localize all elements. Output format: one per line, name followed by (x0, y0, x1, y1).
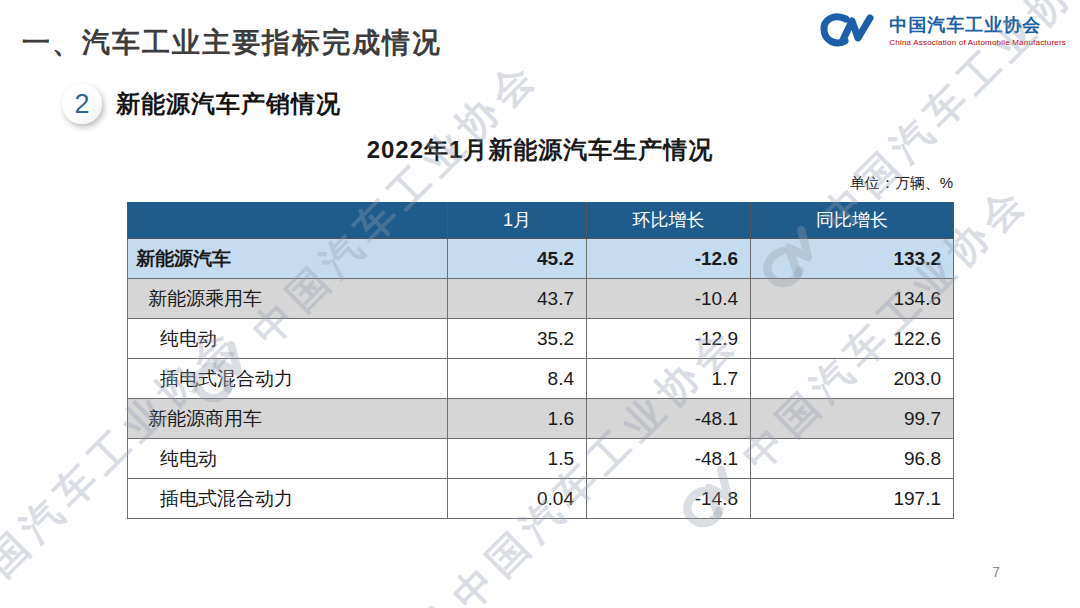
row-value: 1.7 (587, 359, 751, 399)
row-label: 新能源汽车 (128, 239, 448, 279)
column-header: 环比增长 (587, 202, 751, 239)
row-value: 122.6 (751, 319, 954, 359)
row-value: -12.9 (587, 319, 751, 359)
logo-name-en: China Association of Automobile Manufact… (889, 38, 1066, 47)
caam-logo: 中国汽车工业协会 China Association of Automobile… (819, 10, 1066, 52)
page-title: 一、汽车工业主要指标完成情况 (22, 24, 442, 62)
column-header (128, 202, 448, 239)
row-value: 133.2 (751, 239, 954, 279)
page-number: 7 (992, 564, 1000, 580)
production-table: 1月环比增长同比增长 新能源汽车45.2-12.6133.2新能源乘用车43.7… (127, 202, 954, 519)
table-row: 纯电动35.2-12.9122.6 (128, 319, 954, 359)
table-row: 插电式混合动力0.04-14.8197.1 (128, 479, 954, 519)
row-label: 新能源商用车 (128, 399, 448, 439)
caam-logo-mark-icon (819, 10, 881, 52)
row-value: 99.7 (751, 399, 954, 439)
row-value: -48.1 (587, 439, 751, 479)
row-value: 134.6 (751, 279, 954, 319)
table-header-row: 1月环比增长同比增长 (128, 202, 954, 239)
section-header: 2 新能源汽车产销情况 (62, 84, 341, 124)
column-header: 同比增长 (751, 202, 954, 239)
table-row: 新能源商用车1.6-48.199.7 (128, 399, 954, 439)
slide: 一、汽车工业主要指标完成情况 中国汽车工业协会 China Associatio… (0, 0, 1080, 608)
column-header: 1月 (448, 202, 587, 239)
table-body: 新能源汽车45.2-12.6133.2新能源乘用车43.7-10.4134.6纯… (128, 239, 954, 519)
row-label: 插电式混合动力 (128, 359, 448, 399)
caam-logo-text: 中国汽车工业协会 China Association of Automobile… (889, 15, 1066, 47)
row-label: 纯电动 (128, 439, 448, 479)
row-value: -48.1 (587, 399, 751, 439)
table-row: 插电式混合动力8.41.7203.0 (128, 359, 954, 399)
row-value: 203.0 (751, 359, 954, 399)
row-value: -12.6 (587, 239, 751, 279)
table-row: 新能源汽车45.2-12.6133.2 (128, 239, 954, 279)
row-label: 纯电动 (128, 319, 448, 359)
unit-note: 单位：万辆、% (850, 174, 953, 193)
logo-name-cn: 中国汽车工业协会 (889, 15, 1066, 37)
table-row: 纯电动1.5-48.196.8 (128, 439, 954, 479)
row-value: 8.4 (448, 359, 587, 399)
row-value: 43.7 (448, 279, 587, 319)
row-label: 插电式混合动力 (128, 479, 448, 519)
table-title: 2022年1月新能源汽车生产情况 (0, 134, 1080, 166)
row-value: 1.6 (448, 399, 587, 439)
row-value: 35.2 (448, 319, 587, 359)
row-value: 0.04 (448, 479, 587, 519)
row-value: -14.8 (587, 479, 751, 519)
row-value: -10.4 (587, 279, 751, 319)
row-value: 45.2 (448, 239, 587, 279)
section-title: 新能源汽车产销情况 (116, 88, 341, 120)
row-value: 197.1 (751, 479, 954, 519)
row-value: 1.5 (448, 439, 587, 479)
table-row: 新能源乘用车43.7-10.4134.6 (128, 279, 954, 319)
row-label: 新能源乘用车 (128, 279, 448, 319)
section-number-badge: 2 (62, 84, 102, 124)
row-value: 96.8 (751, 439, 954, 479)
